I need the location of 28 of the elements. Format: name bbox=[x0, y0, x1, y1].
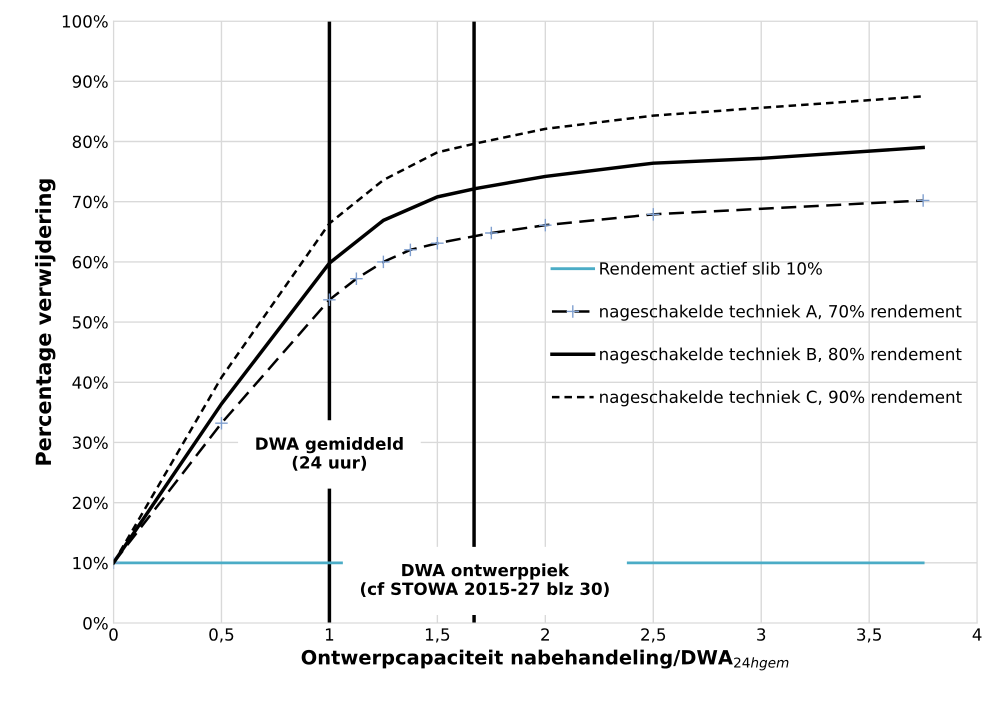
y-tick-label: 0% bbox=[83, 617, 108, 630]
legend-label: nageschakelde techniek C, 90% rendement bbox=[600, 390, 962, 406]
y-tick-label: 20% bbox=[72, 496, 108, 510]
y-tick-label: 90% bbox=[72, 75, 108, 88]
y-tick-label: 30% bbox=[72, 436, 108, 450]
x-tick-label: 4 bbox=[972, 628, 982, 641]
y-tick-label: 100% bbox=[62, 15, 108, 28]
y-axis-title: Percentage verwijdering bbox=[35, 179, 56, 465]
y-tick-label: 40% bbox=[72, 376, 108, 389]
y-tick-label: 60% bbox=[72, 256, 108, 268]
x-tick-label: 0,5 bbox=[209, 628, 234, 643]
x-axis-title: Ontwerpcapaciteit nabehandeling/DWA$_{24hgem}$ bbox=[302, 650, 788, 670]
legend-label: nageschakelde techniek B, 80% rendement bbox=[600, 347, 962, 364]
x-tick-label: 1,5 bbox=[426, 628, 450, 643]
y-tick-label: 10% bbox=[73, 556, 108, 570]
ref-line-label: DWA gemiddeld (24 uur) bbox=[256, 437, 403, 471]
y-tick-label: 80% bbox=[72, 135, 108, 148]
y-tick-label: 50% bbox=[72, 316, 108, 329]
x-tick-label: 3 bbox=[757, 628, 766, 641]
x-tick-label: 0 bbox=[109, 628, 118, 641]
x-tick-label: 2,5 bbox=[641, 628, 666, 643]
x-tick-label: 2 bbox=[541, 628, 549, 641]
x-tick-label: 3,5 bbox=[857, 628, 881, 643]
ref-line-label: DWA ontwerppiek (cf STOWA 2015-27 blz 30) bbox=[360, 564, 609, 598]
legend-label: nageschakelde techniek A, 70% rendement bbox=[600, 304, 962, 321]
legend-label: Rendement actief slib 10% bbox=[600, 262, 822, 275]
y-tick-label: 70% bbox=[72, 196, 108, 208]
x-tick-label: 1 bbox=[326, 628, 334, 641]
